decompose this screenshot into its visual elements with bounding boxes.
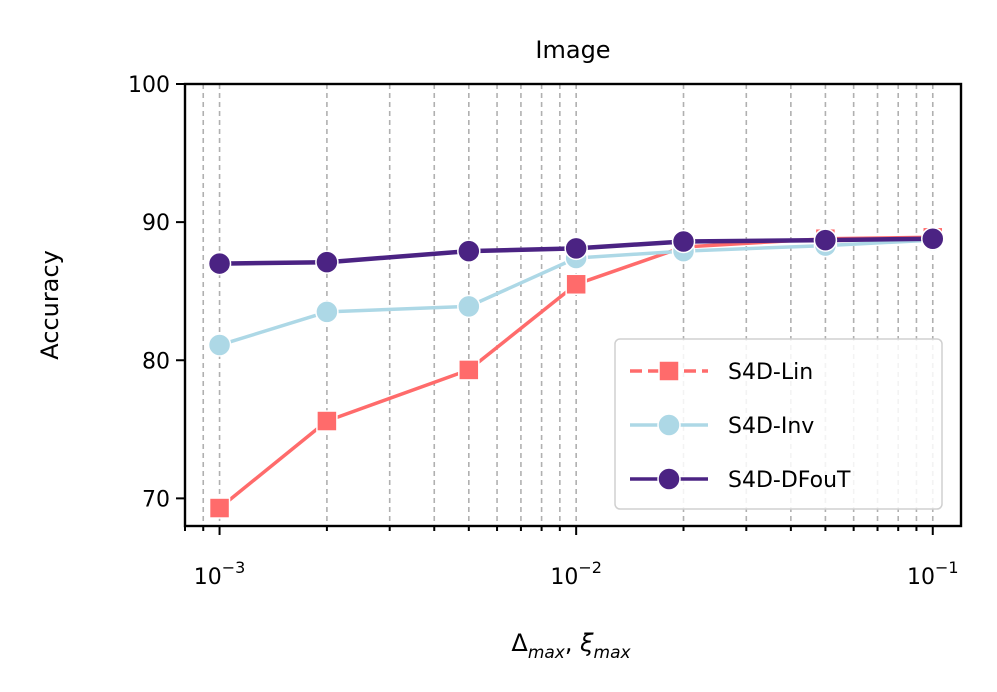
data-point xyxy=(457,294,481,319)
plot-frame xyxy=(183,82,963,528)
y-tick-label: 80 xyxy=(142,349,170,374)
data-point xyxy=(315,250,339,274)
legend-entry: S4D-Lin xyxy=(630,360,813,385)
x-tick-base: 10 xyxy=(550,565,578,590)
legend-label: S4D-Lin xyxy=(728,360,813,385)
x-axis-label: Δmax, ξmax xyxy=(511,629,631,663)
data-point xyxy=(813,228,838,252)
y-tick-label: 90 xyxy=(142,211,170,236)
series-s4d-dfout xyxy=(207,226,945,276)
data-point xyxy=(564,236,588,261)
x-label-sub-1: max xyxy=(528,643,566,663)
x-tick-label: 10−3 xyxy=(194,558,246,590)
x-tick-base: 10 xyxy=(194,565,222,590)
data-point xyxy=(657,467,681,491)
data-point xyxy=(921,226,945,251)
data-point xyxy=(565,273,587,296)
x-label-xi: ξ xyxy=(579,629,594,657)
x-tick-label: 10−2 xyxy=(550,558,602,590)
chart-title: Image xyxy=(535,36,610,64)
x-tick-exponent: −3 xyxy=(222,558,246,577)
y-tick-label: 70 xyxy=(142,487,170,512)
legend-label: S4D-Inv xyxy=(728,414,814,439)
legend-entry: S4D-Inv xyxy=(630,413,814,439)
x-label-sub-2: max xyxy=(594,643,632,663)
data-point xyxy=(315,300,339,324)
legend: S4D-Lin S4D-Inv S4D-DFouT xyxy=(614,338,943,510)
x-tick-base: 10 xyxy=(907,565,935,590)
series-layer xyxy=(207,226,945,519)
y-tick-label: 100 xyxy=(128,73,170,98)
data-point xyxy=(657,413,681,437)
data-point xyxy=(207,333,232,357)
x-label-sep: , xyxy=(565,629,580,657)
data-point xyxy=(208,497,231,519)
y-axis-label: Accuracy xyxy=(36,250,64,360)
x-label-delta: Δ xyxy=(511,629,528,657)
legend-box xyxy=(614,338,943,510)
x-tick-exponent: −2 xyxy=(578,558,602,577)
legend-entry: S4D-DFouT xyxy=(630,467,851,493)
data-point xyxy=(458,359,480,381)
data-point xyxy=(457,239,481,263)
data-point xyxy=(671,229,696,254)
data-point xyxy=(207,251,232,276)
x-tick-label: 10−1 xyxy=(907,558,959,590)
legend-label: S4D-DFouT xyxy=(728,468,851,493)
x-tick-exponent: −1 xyxy=(935,558,959,577)
data-point xyxy=(316,410,338,432)
data-point xyxy=(658,360,680,382)
